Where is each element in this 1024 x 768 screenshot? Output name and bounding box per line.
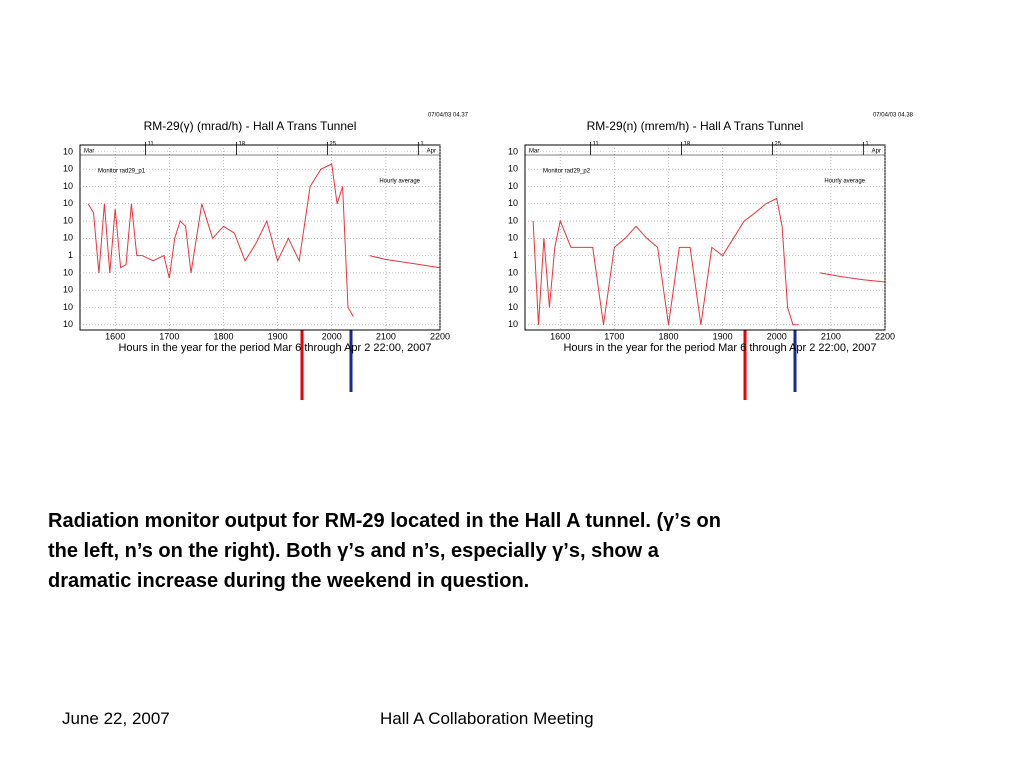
plot-frame [79,144,441,331]
month-start: Mar [529,149,539,155]
y-tick-label: 10 [508,267,518,277]
x-tick-label: 2200 [430,331,450,341]
x-tick-label: 1600 [550,331,570,341]
y-tick-label: 10 [508,319,518,329]
x-tick-label: 2000 [322,331,342,341]
month-end: Apr [872,149,881,155]
series-line [532,197,886,326]
y-tick-label: 10 [63,215,73,225]
y-tick-label: 10 [63,181,73,191]
x-tick-label: 2100 [821,331,841,341]
date-marker-label: 18 [683,142,690,148]
date-marker-label: 11 [148,142,155,148]
date-marker-label: 25 [774,142,781,148]
date-marker-label: 1 [865,142,869,148]
y-tick-label: 10 [508,233,518,243]
timestamp: 07/04/03 04.38 [873,113,914,119]
y-tick-label: 10 [508,164,518,174]
y-tick-label: 10 [63,198,73,208]
legend-entry: Hourly average [824,179,865,185]
month-end: Apr [427,149,436,155]
x-tick-label: 2200 [875,331,895,341]
y-tick-label: 10 [63,233,73,243]
x-tick-label: 1800 [213,331,233,341]
y-tick-label: 10 [508,215,518,225]
date-marker-label: 25 [329,142,336,148]
caption-line: dramatic increase during the weekend in … [48,570,529,592]
footer-date: June 22, 2007 [62,709,170,728]
x-axis-label: Hours in the year for the period Mar 6 t… [563,342,876,354]
y-tick-label: 10 [63,146,73,156]
y-tick-label: 10 [508,285,518,295]
footer-event: Hall A Collaboration Meeting [380,709,594,728]
chart-title: RM-29(n) (mrem/h) - Hall A Trans Tunnel [587,119,804,133]
caption-line: the left, n’s on the right). Both γ’s an… [48,540,660,562]
legend-entry: Hourly average [379,179,420,185]
y-tick-label: 10 [508,181,518,191]
month-start: Mar [84,149,94,155]
y-tick-label: 1 [68,250,73,260]
x-tick-label: 2100 [376,331,396,341]
x-tick-label: 1900 [268,331,288,341]
x-axis-label: Hours in the year for the period Mar 6 t… [118,342,431,354]
x-tick-label: 1700 [604,331,624,341]
date-marker-label: 18 [238,142,245,148]
x-tick-label: 1600 [105,331,125,341]
x-tick-label: 2000 [767,331,787,341]
y-tick-label: 10 [63,319,73,329]
series-line [87,163,441,317]
x-tick-label: 1800 [658,331,678,341]
monitor-label: Monitor rad29_p1 [98,169,146,175]
y-tick-label: 10 [508,198,518,208]
y-tick-label: 1 [513,250,518,260]
timestamp: 07/04/03 04.37 [428,113,469,119]
x-tick-label: 1700 [159,331,179,341]
y-tick-label: 10 [508,146,518,156]
y-tick-label: 10 [508,302,518,312]
monitor-label: Monitor rad29_p2 [543,169,591,175]
y-tick-label: 10 [63,267,73,277]
chart-title: RM-29(γ) (mrad/h) - Hall A Trans Tunnel [144,119,357,133]
date-marker-label: 11 [593,142,600,148]
date-marker-label: 1 [420,142,424,148]
y-tick-label: 10 [63,285,73,295]
y-tick-label: 10 [63,302,73,312]
x-tick-label: 1900 [713,331,733,341]
y-tick-label: 10 [63,164,73,174]
caption-line: Radiation monitor output for RM-29 locat… [48,510,721,532]
